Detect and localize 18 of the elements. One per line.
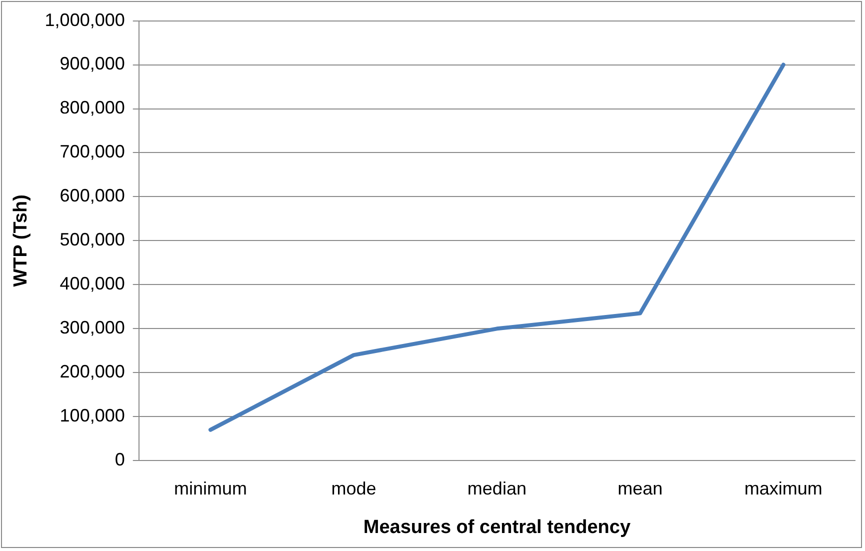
y-tick-label: 100,000 [60,406,125,426]
x-tick-label: mode [331,478,376,498]
y-tick-label: 800,000 [60,98,125,118]
x-axis-title: Measures of central tendency [363,516,631,538]
x-tick-label: mean [618,478,663,498]
y-tick-label: 500,000 [60,230,125,250]
y-tick-label: 0 [114,450,125,470]
y-tick-label: 900,000 [60,54,125,74]
y-tick-label: 600,000 [60,186,125,206]
y-tick-label: 1,000,000 [44,10,125,30]
y-tick-label: 300,000 [60,318,125,338]
y-tick-label: 400,000 [60,274,125,294]
y-axis-title: WTP (Tsh) [10,194,32,287]
x-tick-label: minimum [174,478,247,498]
x-tick-label: maximum [744,478,822,498]
y-tick-label: 700,000 [60,142,125,162]
x-tick-label: median [467,478,526,498]
y-tick-label: 200,000 [60,362,125,382]
